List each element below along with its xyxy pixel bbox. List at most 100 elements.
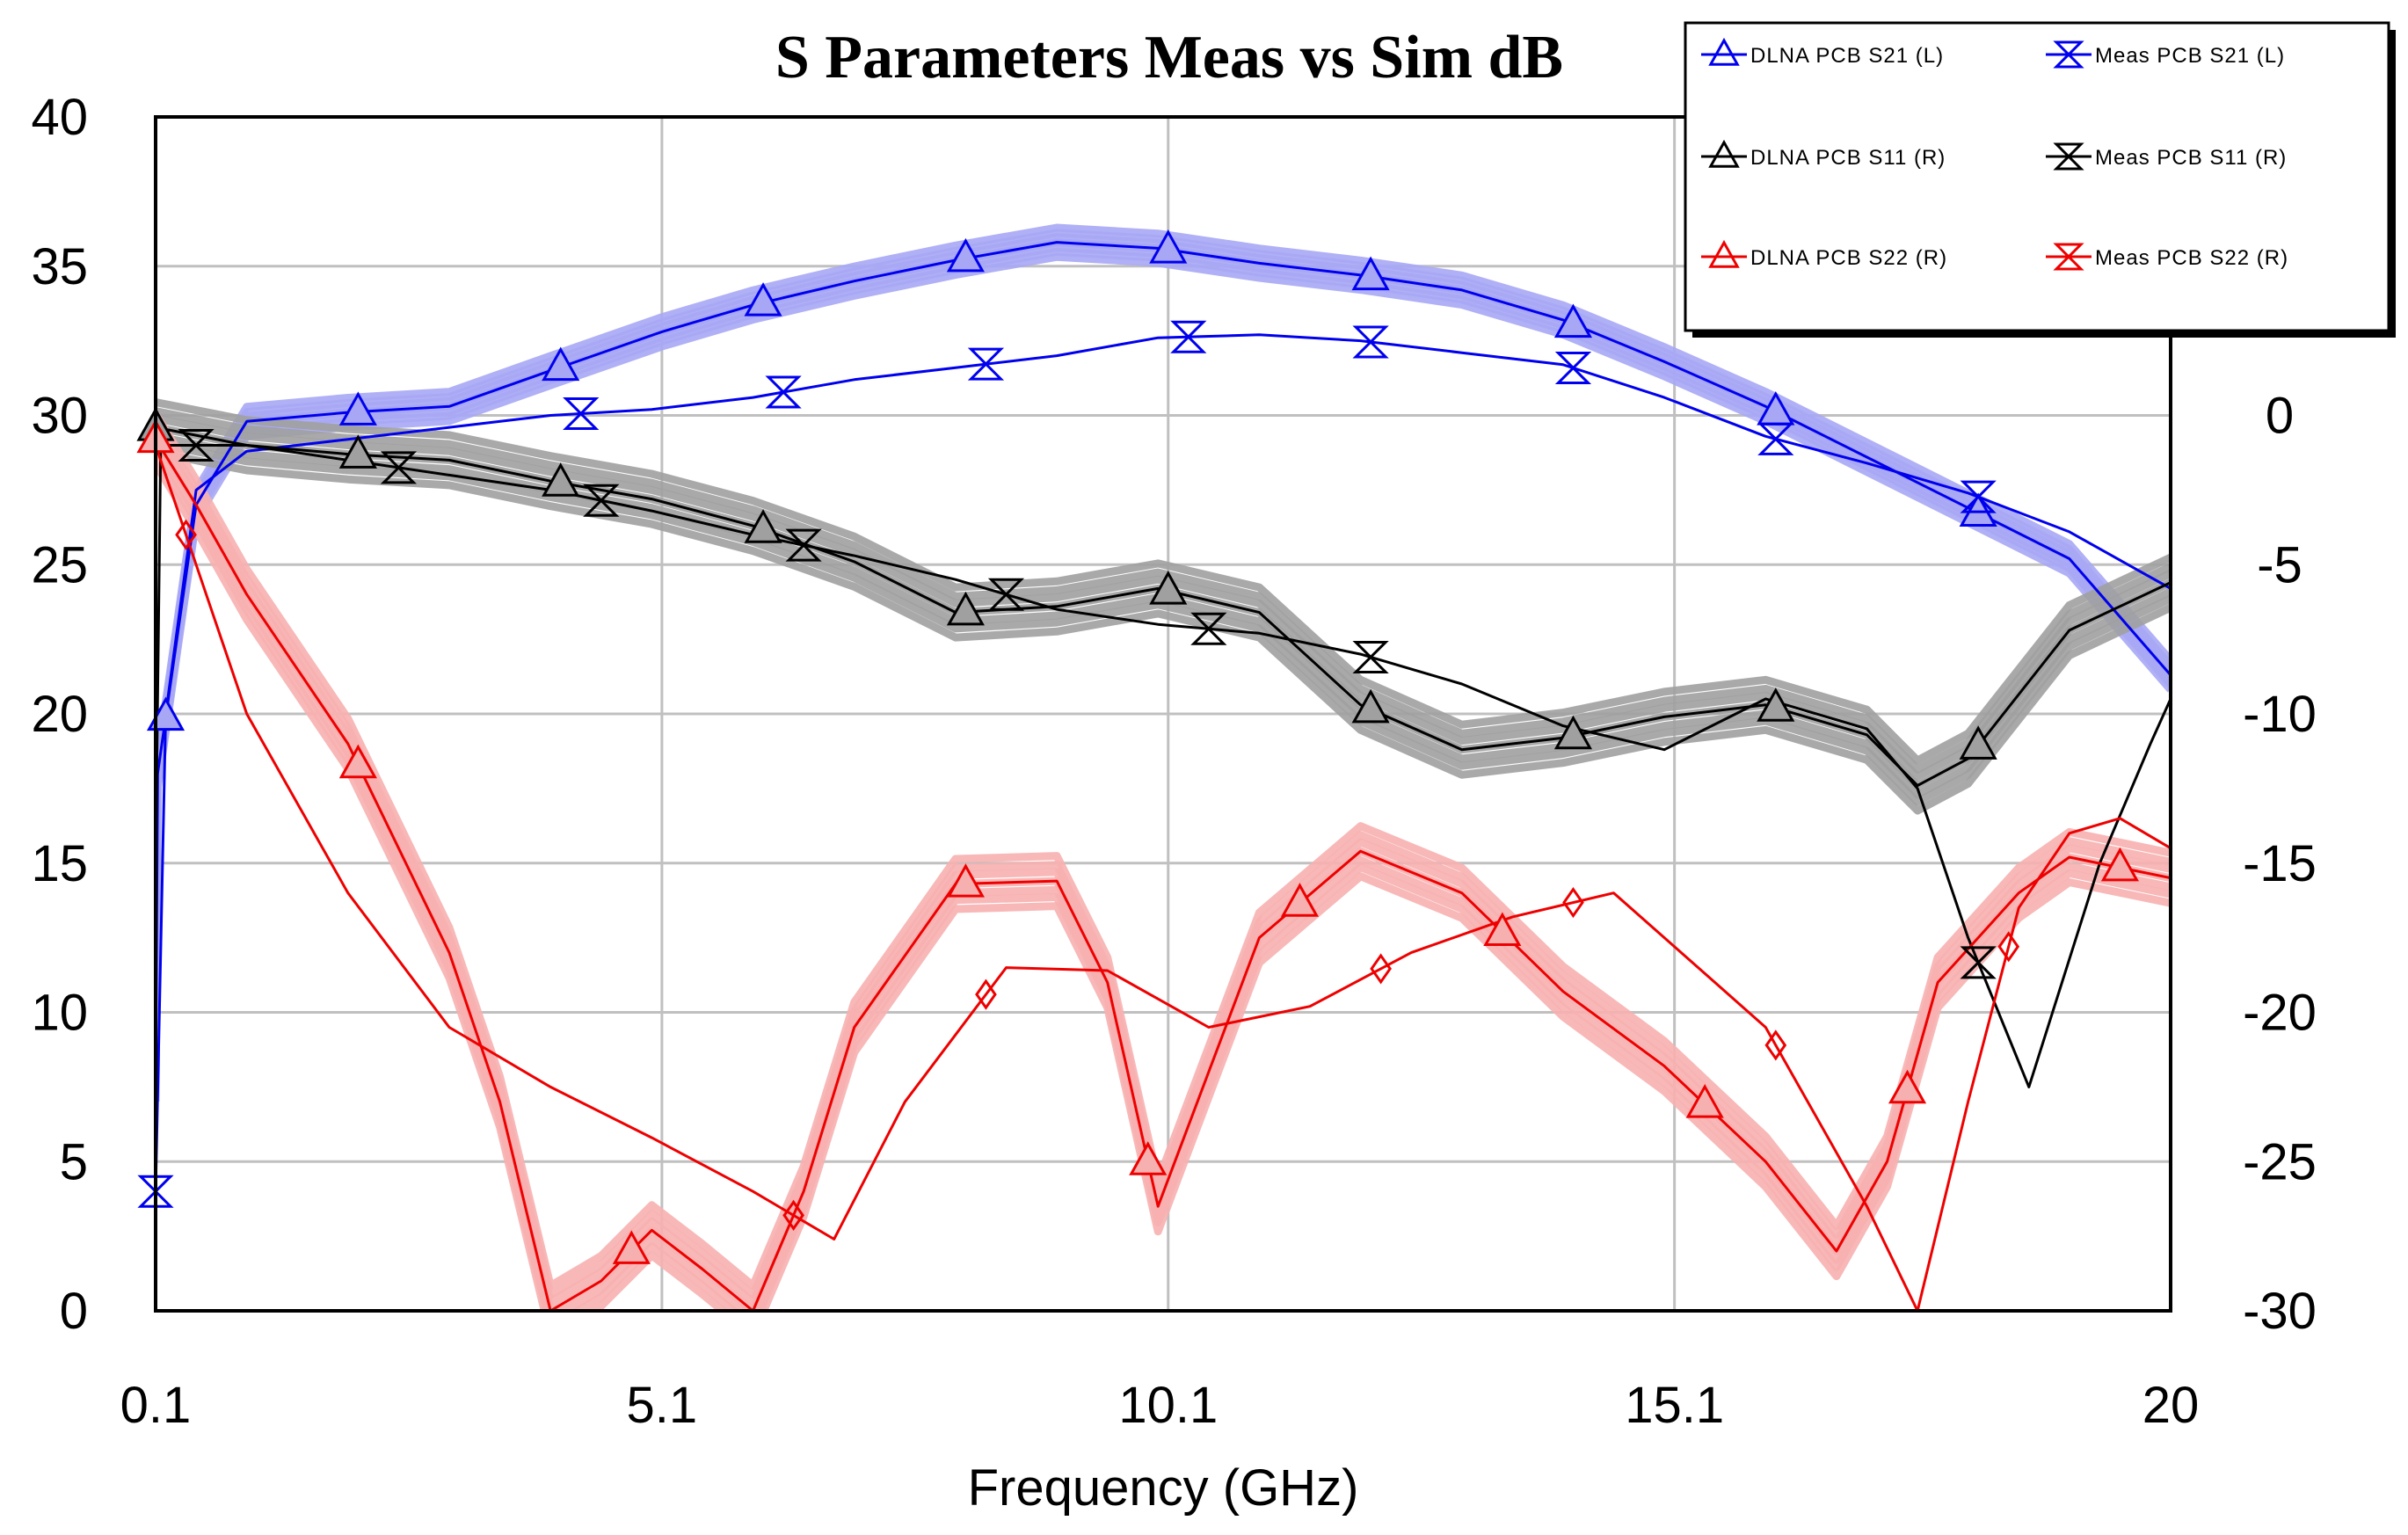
series-lines <box>156 241 2171 1311</box>
marker-dlna-pcb-s11-r <box>1757 687 1795 722</box>
legend-label: Meas PCB S22 (R) <box>2095 246 2288 270</box>
marker-dlna-pcb-s21-l <box>1959 492 1997 527</box>
line-meas-pcb-s11-r <box>156 444 2171 1088</box>
y-left-tick-label: 25 <box>31 536 88 593</box>
band-dlna-pcb-s11-r <box>156 439 2171 806</box>
marker-meas-pcb-s21-l <box>1554 352 1592 385</box>
marker-dlna-pcb-s22-r <box>1685 1083 1724 1118</box>
marker-meas-pcb-s21-l <box>967 347 1005 381</box>
chart-title: S Parameters Meas vs Sim dB <box>775 24 1563 91</box>
y-left-tick-label: 30 <box>31 388 88 445</box>
marker-meas-pcb-s11-r <box>987 578 1025 611</box>
legend: DLNA PCB S21 (L) Meas PCB S21 (L) DLNA PCB… <box>1684 21 2396 338</box>
x-tick-label: 20 <box>2142 1377 2200 1434</box>
marker-meas-pcb-s21-l <box>1352 325 1389 359</box>
marker-dlna-pcb-s21-l <box>1553 303 1593 338</box>
marker-dlna-pcb-s22-r <box>1888 1069 1927 1104</box>
band-dlna-pcb-s21-l <box>156 244 2171 1093</box>
marker-dlna-pcb-s22-r <box>338 744 377 779</box>
marker-meas-pcb-s22-r <box>1764 1029 1787 1061</box>
legend-label: Meas PCB S11 (R) <box>2095 146 2287 170</box>
marker-meas-pcb-s21-l <box>137 1175 174 1208</box>
marker-meas-pcb-s11-r <box>1190 612 1227 645</box>
marker-dlna-pcb-s11-r <box>338 434 377 469</box>
plot-area-frame <box>154 115 2172 1313</box>
line-meas-pcb-s21-l <box>156 333 2171 1192</box>
legend-item: DLNA PCB S22 (R) <box>1701 239 1947 270</box>
y-right-tick-label: -15 <box>2243 835 2317 892</box>
marker-meas-pcb-s11-r <box>178 428 215 462</box>
marker-dlna-pcb-s21-l <box>1351 256 1390 291</box>
legend-label: DLNA PCB S11 (R) <box>1750 146 1946 170</box>
marker-meas-pcb-s22-r <box>175 519 197 550</box>
x-tick-label: 15.1 <box>1625 1377 1724 1434</box>
x-tick-label: 0.1 <box>120 1377 192 1434</box>
legend-swatch-marker <box>2053 40 2084 69</box>
marker-meas-pcb-s22-r <box>975 978 997 1010</box>
marker-dlna-pcb-s22-r <box>1483 912 1522 947</box>
y-left-tick-label: 10 <box>31 985 88 1042</box>
marker-meas-pcb-s22-r <box>782 1199 804 1231</box>
marker-dlna-pcb-s21-l <box>744 282 782 316</box>
legend-swatch-marker <box>1708 37 1740 66</box>
band-dlna-pcb-s11-r <box>156 432 2171 799</box>
marker-dlna-pcb-s22-r <box>946 863 985 898</box>
x-tick-label: 10.1 <box>1118 1377 1218 1434</box>
marker-dlna-pcb-s11-r <box>744 509 782 543</box>
band-dlna-pcb-s21-l <box>156 223 2171 1073</box>
marker-meas-pcb-s21-l <box>1960 480 1997 513</box>
marker-dlna-pcb-s11-r <box>1351 688 1390 724</box>
band-dlna-pcb-s11-r <box>156 398 2171 765</box>
marker-dlna-pcb-s22-r <box>1280 883 1320 917</box>
y-right-tick-label: -5 <box>2257 536 2303 593</box>
legend-item: DLNA PCB S11 (R) <box>1701 139 1946 170</box>
y-left-tick-label: 35 <box>31 238 88 295</box>
legend-item: Meas PCB S21 (L) <box>2046 40 2285 69</box>
marker-dlna-pcb-s11-r <box>946 591 985 626</box>
band-dlna-pcb-s21-l <box>156 229 2171 1078</box>
marker-dlna-pcb-s21-l <box>338 391 377 426</box>
line-dlna-pcb-s21-l <box>156 241 2171 1088</box>
marker-dlna-pcb-s22-r <box>612 1230 651 1264</box>
marker-meas-pcb-s22-r <box>1997 931 2020 963</box>
legend-swatch-marker <box>2053 243 2084 271</box>
legend-swatch-marker <box>1708 239 1740 268</box>
marker-meas-pcb-s21-l <box>765 375 802 409</box>
marker-dlna-pcb-s11-r <box>542 462 580 497</box>
legend-item: DLNA PCB S21 (L) <box>1701 37 1944 68</box>
x-tick-label: 5.1 <box>627 1377 698 1434</box>
legend-item: Meas PCB S11 (R) <box>2046 142 2287 171</box>
legend-label: DLNA PCB S21 (L) <box>1750 44 1944 68</box>
y-right-tick-label: -25 <box>2243 1133 2317 1190</box>
marker-dlna-pcb-s11-r <box>1959 725 1997 760</box>
y-right-tick-label: 0 <box>2266 388 2294 445</box>
y-right-tick-label: -20 <box>2243 985 2317 1042</box>
legend-label: Meas PCB S21 (L) <box>2095 44 2285 68</box>
y-left-tick-label: 20 <box>31 686 88 743</box>
y-left-tick-label: 40 <box>31 89 88 146</box>
marker-dlna-pcb-s22-r <box>2100 847 2139 882</box>
legend-label: DLNA PCB S22 (R) <box>1750 246 1947 270</box>
marker-meas-pcb-s22-r <box>1562 886 1584 919</box>
band-dlna-pcb-s11-r <box>156 407 2171 774</box>
marker-meas-pcb-s21-l <box>563 396 600 430</box>
y-left-tick-label: 15 <box>31 835 88 892</box>
marker-dlna-pcb-s22-r <box>1129 1141 1168 1175</box>
axis-ticks: 0.1 5.1 10.1 15.1 20 0 5 10 15 20 25 30 35 40 -30 -25 -2… <box>31 89 2316 1434</box>
marker-meas-pcb-s11-r <box>785 528 822 562</box>
marker-dlna-pcb-s21-l <box>1149 229 1188 264</box>
marker-meas-pcb-s11-r <box>380 451 418 484</box>
legend-swatch-marker <box>1708 139 1740 168</box>
marker-meas-pcb-s21-l <box>1170 320 1207 353</box>
legend-swatch-marker <box>2053 142 2084 171</box>
y-left-tick-label: 0 <box>60 1283 88 1340</box>
legend-item: Meas PCB S22 (R) <box>2046 243 2288 271</box>
band-dlna-pcb-s22-r <box>156 411 2171 1290</box>
legend-box <box>1684 21 2390 332</box>
marker-dlna-pcb-s11-r <box>1553 715 1593 750</box>
band-dlna-pcb-s11-r <box>156 448 2171 815</box>
band-dlna-pcb-s11-r <box>156 414 2171 781</box>
y-left-tick-label: 5 <box>60 1133 88 1190</box>
marker-meas-pcb-s21-l <box>1757 422 1794 455</box>
